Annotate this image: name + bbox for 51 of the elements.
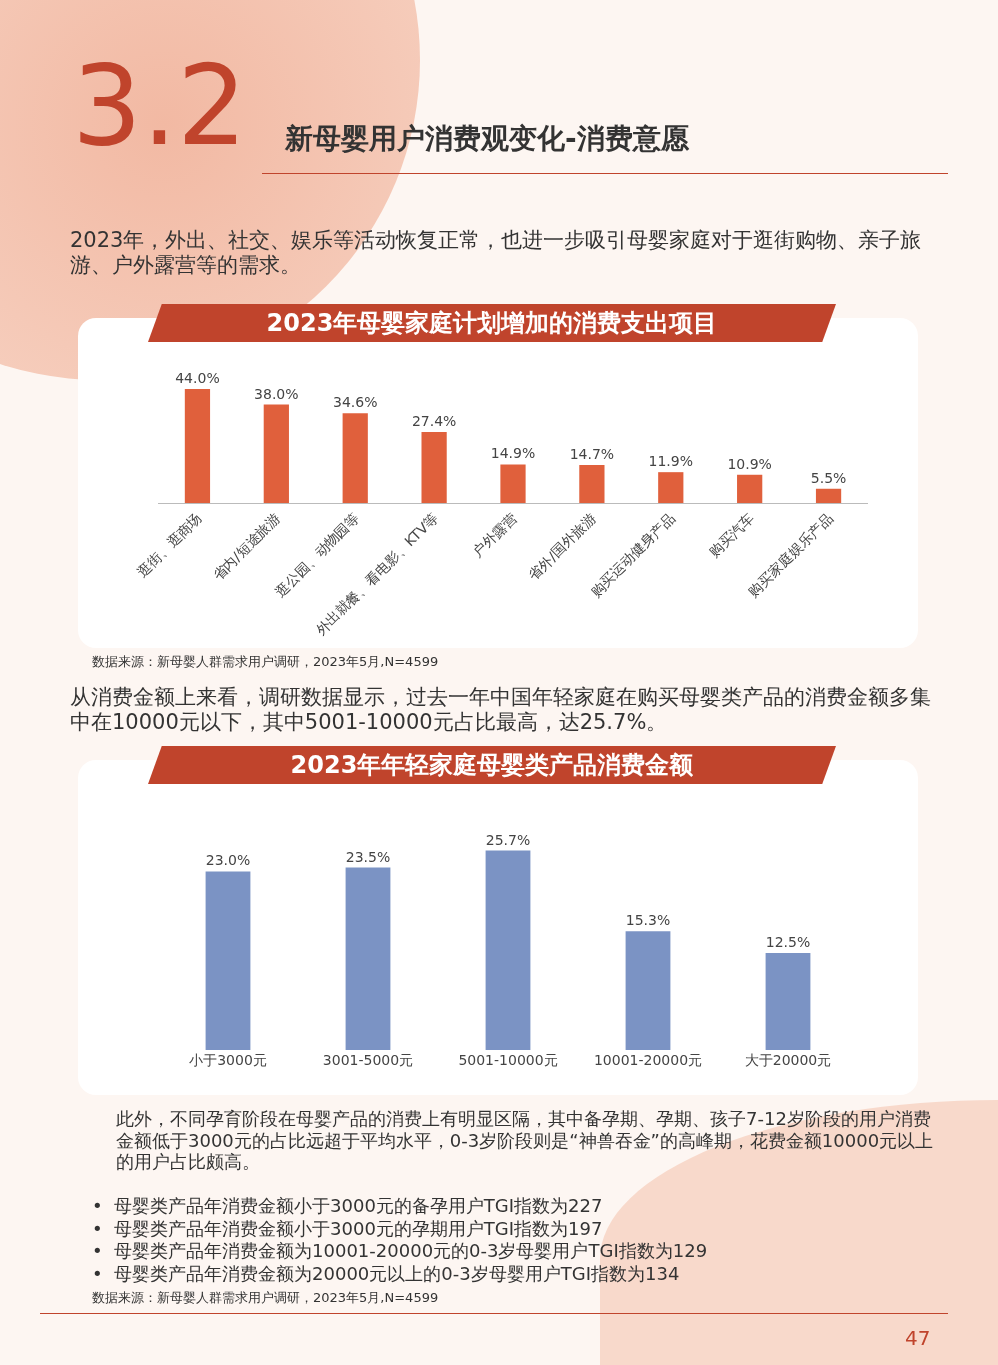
bar	[485, 850, 531, 1050]
x-tick-label: 小于3000元	[189, 1052, 267, 1068]
bar	[342, 413, 368, 503]
bar	[421, 432, 447, 503]
text: 从消费金额上来看，调研数据显示，过去一年中国年轻家庭在购买母婴类产品的消费金额多集中在10000元以下，其中5001-10000元占比最高，达25.7%。	[70, 685, 932, 736]
data-label: 44.0%	[175, 370, 220, 386]
text: 新母婴用户消费观变化-消费意愿	[285, 122, 690, 156]
data-label: 38.0%	[254, 385, 299, 402]
data-label: 23.0%	[205, 852, 251, 869]
bar	[263, 404, 289, 503]
text: 47	[905, 1326, 932, 1350]
text: 2023年，外出、社交、娱乐等活动恢复正常，也进一步吸引母婴家庭对于逛街购物、亲子旅游、户外露营等的需求。	[70, 228, 923, 279]
data-label: 27.4%	[411, 413, 457, 430]
x-tick-label: 户外露营	[469, 509, 521, 561]
text: 此外，不同孕育阶段在母婴产品的消费上有明显区隔，其中备孕期、孕期、孩子7-12岁阶段的用户消费金额低于3000元的占比远超于平均水平，0-3岁阶段则是“神兽吞金”的高峰期，花费金额10000元以上的用户占比颇高。	[116, 1108, 935, 1173]
text: • 母婴类产品年消费金额小于3000元的备孕用户TGI指数为227	[92, 1195, 604, 1218]
text: • 母婴类产品年消费金额为20000元以上的0-3岁母婴用户TGI指数为134	[92, 1262, 681, 1285]
data-label: 10.9%	[727, 455, 772, 472]
bar	[579, 464, 605, 503]
x-tick-label: 省外/国外旅游	[524, 509, 599, 584]
bar	[625, 931, 671, 1050]
chart-title: 2023年年轻家庭母婴类产品消费金额	[148, 746, 836, 784]
x-tick-label: 大于20000元	[744, 1052, 832, 1068]
data-label: 25.7%	[485, 831, 531, 848]
data-label: 14.7%	[569, 445, 615, 462]
x-tick-label: 10001-20000元	[593, 1052, 703, 1068]
data-label: 15.3%	[625, 912, 671, 929]
text: 3.2	[72, 42, 247, 170]
source-note: 数据来源：新母婴人群需求用户调研，2023年5月,N=4599	[92, 654, 440, 670]
bar	[184, 389, 211, 503]
bar	[205, 871, 251, 1050]
data-label: 23.5%	[345, 848, 391, 865]
x-tick-label: 逛街、逛商场	[133, 509, 205, 581]
text: • 母婴类产品年消费金额小于3000元的孕期用户TGI指数为197	[92, 1217, 604, 1240]
data-label: 14.9%	[490, 445, 536, 462]
x-tick-label: 购买汽车	[705, 509, 757, 561]
bar	[765, 952, 811, 1050]
x-tick-label: 5001-10000元	[458, 1052, 558, 1068]
bar	[815, 488, 842, 503]
chart-title: 2023年母婴家庭计划增加的消费支出项目	[148, 304, 836, 342]
bar	[345, 867, 391, 1050]
bar	[500, 464, 526, 503]
source-note: 数据来源：新母婴人群需求用户调研，2023年5月,N=4599	[92, 1290, 440, 1306]
data-label: 12.5%	[765, 933, 811, 950]
data-label: 5.5%	[810, 469, 847, 486]
bar	[737, 474, 763, 503]
data-label: 34.6%	[332, 394, 378, 411]
text: • 母婴类产品年消费金额为10001-20000元的0-3岁母婴用户TGI指数为129	[92, 1240, 709, 1263]
x-tick-label: 3001-5000元	[322, 1052, 414, 1068]
bar	[658, 472, 684, 503]
data-label: 11.9%	[648, 453, 694, 470]
